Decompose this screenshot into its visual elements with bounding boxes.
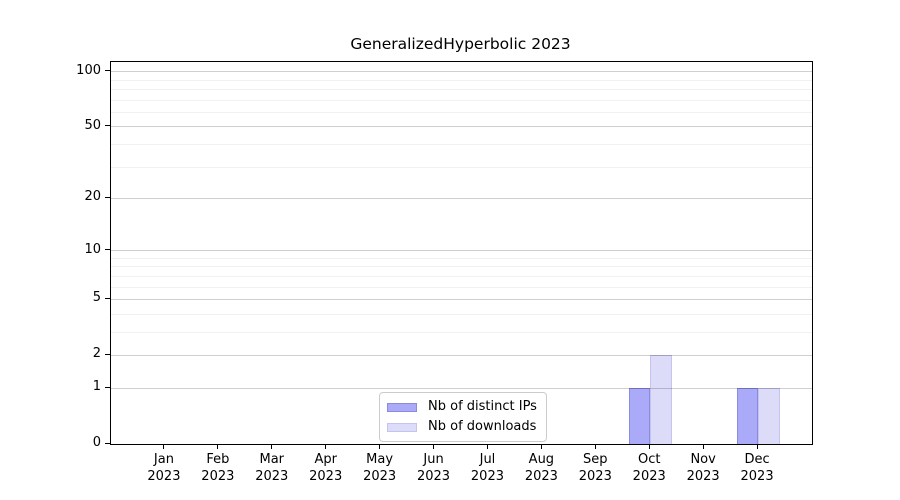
plot-area bbox=[110, 61, 813, 445]
x-tick-month: Dec bbox=[744, 452, 770, 467]
y-tick-mark bbox=[105, 70, 110, 72]
legend: Nb of distinct IPs Nb of downloads bbox=[379, 392, 547, 442]
y-tick-mark bbox=[105, 125, 110, 127]
x-tick-mark bbox=[648, 444, 650, 449]
x-tick-year: 2023 bbox=[309, 468, 343, 484]
x-tick-label-oct: Oct 2023 bbox=[621, 452, 677, 485]
x-tick-label-nov: Nov 2023 bbox=[675, 452, 731, 485]
minor-gridline bbox=[111, 266, 812, 268]
x-tick-month: Nov bbox=[690, 452, 716, 467]
y-tick-label: 1 bbox=[92, 379, 101, 395]
chart-title: GeneralizedHyperbolic 2023 bbox=[350, 35, 571, 53]
minor-gridline bbox=[111, 99, 812, 101]
legend-label-distinct-ips: Nb of distinct IPs bbox=[428, 399, 537, 414]
x-tick-label-apr: Apr 2023 bbox=[298, 452, 354, 485]
x-tick-label-sep: Sep 2023 bbox=[567, 452, 623, 485]
bar-oct-distinct-ips bbox=[628, 388, 651, 444]
major-gridline bbox=[111, 71, 812, 73]
x-tick-month: Jan bbox=[153, 452, 174, 467]
x-tick-mark bbox=[379, 444, 381, 449]
x-tick-label-jun: Jun 2023 bbox=[406, 452, 462, 485]
minor-gridline bbox=[111, 275, 812, 277]
minor-gridline bbox=[111, 257, 812, 259]
x-tick-year: 2023 bbox=[740, 468, 774, 484]
x-tick-mark bbox=[594, 444, 596, 449]
legend-label-downloads: Nb of downloads bbox=[428, 419, 537, 434]
x-tick-mark bbox=[702, 444, 704, 449]
y-tick-mark bbox=[105, 442, 110, 444]
x-tick-month: Aug bbox=[528, 452, 555, 467]
x-tick-year: 2023 bbox=[363, 468, 397, 484]
y-tick-label: 10 bbox=[84, 241, 101, 257]
x-tick-label-jul: Jul 2023 bbox=[459, 452, 515, 485]
major-gridline bbox=[111, 197, 812, 199]
x-tick-year: 2023 bbox=[632, 468, 666, 484]
x-tick-label-jan: Jan 2023 bbox=[136, 452, 192, 485]
y-tick-mark bbox=[105, 196, 110, 198]
minor-gridline bbox=[111, 286, 812, 288]
x-tick-mark bbox=[271, 444, 273, 449]
x-tick-label-feb: Feb 2023 bbox=[190, 452, 246, 485]
y-tick-label: 100 bbox=[76, 62, 101, 78]
x-tick-mark bbox=[163, 444, 165, 449]
legend-entry-distinct-ips: Nb of distinct IPs bbox=[387, 399, 537, 415]
minor-gridline bbox=[111, 166, 812, 168]
y-tick-label: 0 bbox=[92, 435, 101, 450]
x-tick-year: 2023 bbox=[255, 468, 289, 484]
major-gridline bbox=[111, 387, 812, 389]
bar-dec-distinct-ips bbox=[736, 388, 759, 444]
x-tick-label-may: May 2023 bbox=[352, 452, 408, 485]
x-tick-mark bbox=[433, 444, 435, 449]
legend-entry-downloads: Nb of downloads bbox=[387, 419, 537, 435]
x-tick-mark bbox=[486, 444, 488, 449]
minor-gridline bbox=[111, 89, 812, 91]
x-tick-month: Oct bbox=[637, 452, 661, 467]
minor-gridline bbox=[111, 313, 812, 315]
x-tick-month: Mar bbox=[259, 452, 285, 467]
x-tick-year: 2023 bbox=[416, 468, 451, 484]
x-tick-year: 2023 bbox=[147, 468, 181, 484]
minor-gridline bbox=[111, 331, 812, 333]
x-tick-month: Apr bbox=[314, 452, 337, 467]
major-gridline bbox=[111, 299, 812, 300]
x-tick-label-mar: Mar 2023 bbox=[244, 452, 300, 485]
legend-swatch-downloads bbox=[387, 422, 417, 432]
major-gridline bbox=[111, 250, 812, 252]
x-tick-month: Jun bbox=[423, 452, 444, 467]
x-tick-mark bbox=[756, 444, 758, 449]
y-tick-mark bbox=[105, 353, 110, 355]
x-tick-year: 2023 bbox=[201, 468, 235, 484]
y-tick-mark bbox=[105, 249, 110, 251]
x-tick-mark bbox=[540, 444, 542, 449]
x-tick-mark bbox=[325, 444, 327, 449]
x-tick-year: 2023 bbox=[470, 468, 504, 484]
major-gridline bbox=[111, 354, 812, 356]
legend-swatch-distinct-ips bbox=[387, 402, 417, 412]
x-tick-mark bbox=[217, 444, 219, 449]
x-tick-label-dec: Dec 2023 bbox=[729, 452, 785, 485]
x-tick-year: 2023 bbox=[686, 468, 720, 484]
minor-gridline bbox=[111, 111, 812, 113]
x-tick-month: Sep bbox=[583, 452, 608, 467]
minor-gridline bbox=[111, 79, 812, 81]
y-tick-label: 5 bbox=[92, 290, 101, 306]
y-tick-label: 2 bbox=[92, 346, 101, 362]
y-tick-label: 50 bbox=[84, 117, 101, 133]
y-tick-mark bbox=[105, 297, 110, 299]
major-gridline bbox=[111, 126, 812, 128]
x-tick-month: Jul bbox=[479, 452, 496, 467]
y-tick-label: 20 bbox=[84, 189, 101, 205]
x-tick-year: 2023 bbox=[524, 468, 558, 484]
minor-gridline bbox=[111, 143, 812, 145]
x-tick-month: Feb bbox=[206, 452, 230, 467]
x-tick-month: May bbox=[366, 452, 394, 467]
bar-oct-downloads bbox=[650, 355, 672, 444]
bar-dec-downloads bbox=[758, 388, 780, 444]
y-tick-mark bbox=[105, 386, 110, 388]
x-tick-year: 2023 bbox=[578, 468, 612, 484]
x-tick-label-aug: Aug 2023 bbox=[513, 452, 569, 485]
